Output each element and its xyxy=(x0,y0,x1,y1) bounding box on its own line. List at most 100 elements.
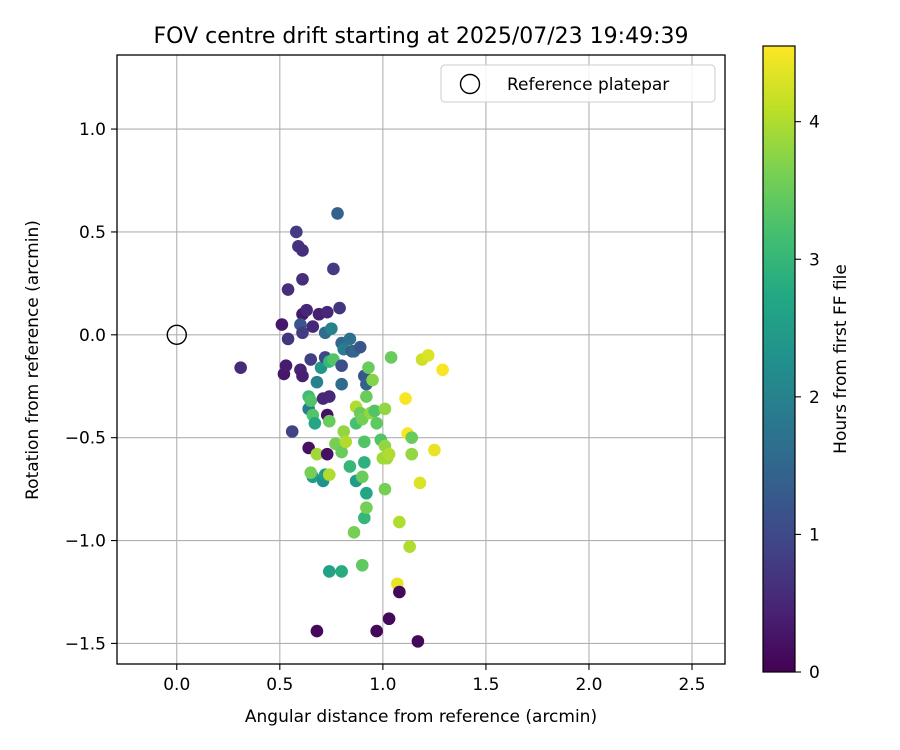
legend-reference-marker xyxy=(459,73,481,95)
data-point xyxy=(310,447,324,461)
data-point xyxy=(355,470,369,484)
data-point xyxy=(335,377,348,391)
y-tick-label: 0.5 xyxy=(79,223,106,243)
data-point xyxy=(331,207,344,220)
data-point xyxy=(378,402,392,416)
data-point xyxy=(337,425,351,438)
data-point xyxy=(320,447,334,461)
data-point xyxy=(300,303,313,317)
data-point xyxy=(355,558,369,572)
x-axis-label: Angular distance from reference (arcmin) xyxy=(245,707,597,727)
data-point xyxy=(322,565,336,578)
colorbar-tick-label: 4 xyxy=(809,113,820,133)
y-axis-ticks: −1.5 −1.0 −0.5 0.0 0.5 1.0 xyxy=(65,120,117,654)
chart-title: FOV centre drift starting at 2025/07/23 … xyxy=(154,24,689,49)
y-tick-label: −1.5 xyxy=(65,634,106,654)
data-point xyxy=(360,501,373,514)
data-point xyxy=(393,515,406,529)
legend-box xyxy=(440,64,716,103)
data-points xyxy=(234,207,449,648)
reference-platepar-marker xyxy=(166,324,187,346)
plot-frame xyxy=(116,54,726,665)
data-point xyxy=(436,363,449,377)
data-point xyxy=(399,392,412,405)
data-point xyxy=(347,526,361,539)
data-point xyxy=(393,585,406,599)
data-point xyxy=(296,244,309,257)
data-point xyxy=(322,414,336,428)
data-point xyxy=(421,349,435,362)
data-point xyxy=(366,373,379,387)
data-point xyxy=(343,460,357,473)
data-point xyxy=(384,351,398,364)
colorbar-tick-label: 3 xyxy=(809,250,820,270)
data-point xyxy=(413,476,427,490)
x-tick-label: 0.5 xyxy=(266,675,293,695)
reference-marker xyxy=(166,324,187,346)
data-point xyxy=(358,456,371,469)
data-point xyxy=(281,332,295,346)
data-point xyxy=(306,320,320,333)
data-point xyxy=(279,359,293,372)
y-tick-label: 1.0 xyxy=(79,120,106,140)
data-point xyxy=(281,283,295,296)
data-point xyxy=(322,468,336,482)
data-point xyxy=(333,301,346,315)
data-point xyxy=(339,435,353,449)
data-point xyxy=(234,361,247,375)
data-point xyxy=(275,318,289,331)
y-tick-label: −0.5 xyxy=(65,429,106,449)
data-point xyxy=(335,359,348,372)
data-point xyxy=(368,404,381,418)
data-point xyxy=(405,431,419,444)
colorbar-tick-label: 1 xyxy=(809,525,820,545)
legend-label: Reference platepar xyxy=(507,75,669,95)
data-point xyxy=(290,225,303,239)
data-point xyxy=(360,486,373,500)
data-point xyxy=(322,390,336,403)
colorbar-gradient xyxy=(762,45,796,673)
data-point xyxy=(296,272,309,286)
data-point xyxy=(370,416,383,430)
grid-lines xyxy=(117,55,725,664)
data-point xyxy=(370,624,383,638)
colorbar-ticks: 0 1 2 3 4 xyxy=(795,113,820,683)
data-point xyxy=(310,375,324,389)
legend: Reference platepar xyxy=(440,64,716,103)
colorbar-label: Hours from first FF file xyxy=(831,264,851,454)
x-tick-label: 2.0 xyxy=(575,675,602,695)
data-point xyxy=(343,332,357,346)
data-point xyxy=(428,443,441,457)
data-point xyxy=(304,466,318,479)
data-point xyxy=(353,340,367,354)
colorbar-tick-label: 0 xyxy=(809,663,820,683)
data-point xyxy=(325,322,338,335)
data-point xyxy=(358,511,371,525)
x-tick-label: 1.5 xyxy=(472,675,499,695)
x-tick-label: 0.0 xyxy=(163,675,190,695)
data-point xyxy=(360,390,373,403)
data-point xyxy=(308,416,322,430)
data-point xyxy=(310,624,324,638)
data-point xyxy=(304,394,318,407)
y-tick-label: −1.0 xyxy=(65,532,106,552)
colorbar: 0 1 2 3 4 Hours from first FF file xyxy=(762,45,851,683)
data-point xyxy=(362,361,375,375)
y-tick-label: 0.0 xyxy=(79,326,106,346)
data-point xyxy=(405,447,419,461)
y-axis-label: Rotation from reference (arcmin) xyxy=(23,220,43,500)
data-point xyxy=(285,425,299,438)
data-point xyxy=(411,635,425,648)
data-point xyxy=(304,353,318,366)
x-tick-label: 1.0 xyxy=(369,675,396,695)
data-point xyxy=(320,305,334,319)
data-point xyxy=(296,369,309,383)
data-point xyxy=(382,447,396,461)
colorbar-tick-label: 2 xyxy=(809,388,820,408)
data-point xyxy=(335,565,348,578)
data-point xyxy=(382,612,396,626)
x-axis-ticks: 0.0 0.5 1.0 1.5 2.0 2.5 xyxy=(163,664,706,695)
data-point xyxy=(358,435,371,449)
x-tick-label: 2.5 xyxy=(679,675,706,695)
